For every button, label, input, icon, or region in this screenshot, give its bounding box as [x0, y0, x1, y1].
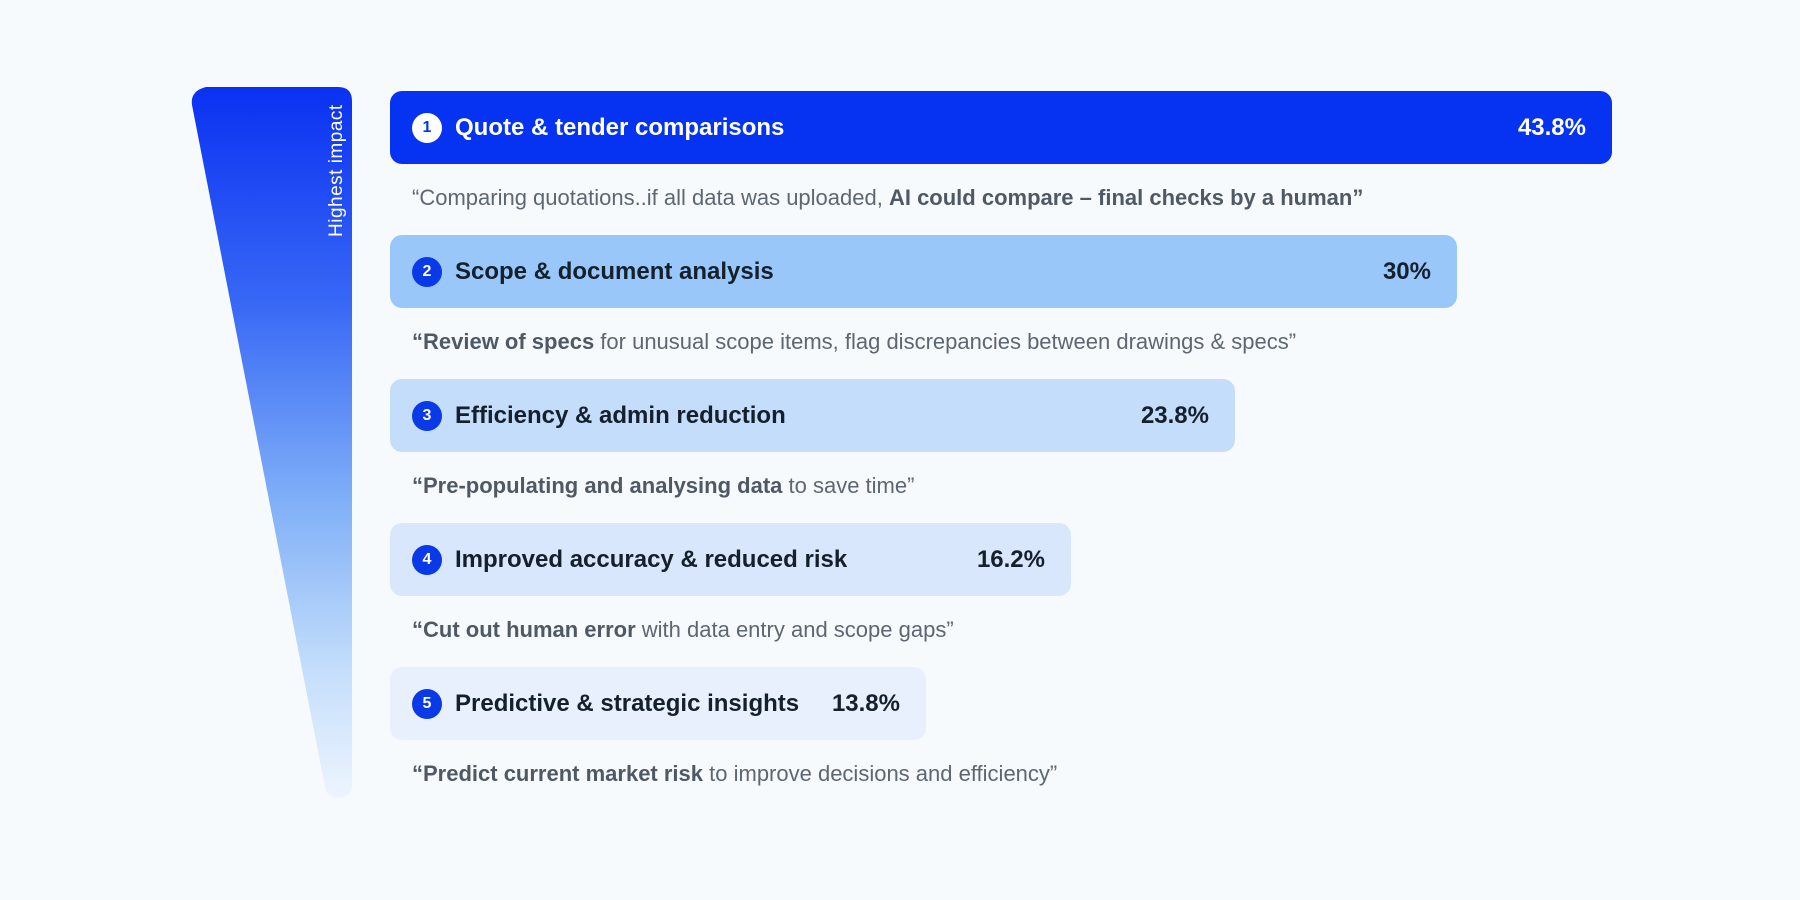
rank-badge: 4	[412, 544, 442, 575]
bar-list: 1 Quote & tender comparisons 43.8% “Comp…	[390, 91, 1800, 811]
impact-row: 1 Quote & tender comparisons 43.8% “Comp…	[390, 91, 1800, 212]
bar-value: 30%	[1382, 257, 1431, 285]
impact-bar: 5 Predictive & strategic insights 13.8%	[390, 667, 926, 740]
quote-text: “Predict current market risk to improve …	[412, 761, 1058, 786]
bar-value: 16.2%	[976, 545, 1045, 573]
impact-row: 2 Scope & document analysis 30% “Review …	[390, 235, 1800, 356]
bar-value: 13.8%	[831, 689, 900, 717]
impact-bar: 3 Efficiency & admin reduction 23.8%	[390, 379, 1235, 452]
bar-label: Predictive & strategic insights	[455, 689, 800, 717]
impact-row: 5 Predictive & strategic insights 13.8% …	[390, 667, 1800, 788]
impact-row: 4 Improved accuracy & reduced risk 16.2%…	[390, 523, 1800, 644]
funnel-shape: Highest impact	[191, 87, 352, 798]
bar-label: Scope & document analysis	[455, 257, 774, 285]
bar-value: 23.8%	[1140, 401, 1209, 429]
bar-label: Efficiency & admin reduction	[455, 401, 786, 429]
bar-value: 43.8%	[1517, 113, 1586, 141]
funnel-wedge	[191, 87, 352, 798]
quote-text: “Review of specs for unusual scope items…	[412, 329, 1297, 354]
rank-badge: 1	[412, 112, 442, 143]
impact-bar: 1 Quote & tender comparisons 43.8%	[390, 91, 1612, 164]
funnel-label: Highest impact	[326, 104, 347, 237]
rank-badge: 2	[412, 256, 442, 287]
impact-row: 3 Efficiency & admin reduction 23.8% “Pr…	[390, 379, 1800, 500]
quote-text: “Pre-populating and analysing data to sa…	[412, 473, 915, 498]
quote-text: “Comparing quotations..if all data was u…	[412, 185, 1364, 210]
quote-text: “Cut out human error with data entry and…	[412, 617, 954, 642]
impact-bar: 2 Scope & document analysis 30%	[390, 235, 1457, 308]
impact-bar: 4 Improved accuracy & reduced risk 16.2%	[390, 523, 1071, 596]
rank-badge: 5	[412, 688, 442, 719]
bar-label: Quote & tender comparisons	[455, 113, 785, 141]
rank-badge: 3	[412, 400, 442, 431]
bar-label: Improved accuracy & reduced risk	[455, 545, 848, 573]
